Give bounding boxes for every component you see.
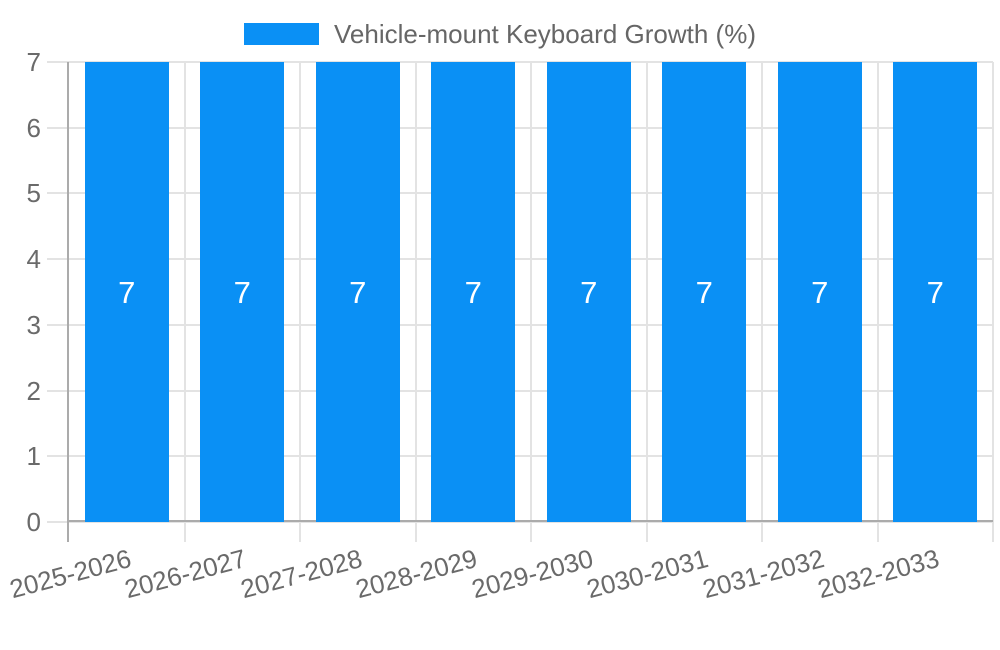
y-gridline (47, 455, 993, 458)
bar-value-label: 7 (926, 275, 944, 310)
x-gridline (183, 62, 186, 542)
bar-value-label: 7 (695, 275, 713, 310)
y-axis-tick-label: 0 (26, 507, 41, 537)
x-gridline (876, 62, 879, 542)
x-gridline (299, 62, 301, 542)
chart-legend[interactable]: Vehicle-mount Keyboard Growth (%) (0, 21, 1000, 47)
bar-2030-2031[interactable]: 7 (662, 62, 747, 522)
y-axis-line (67, 62, 69, 542)
legend-label: Vehicle-mount Keyboard Growth (%) (334, 19, 756, 49)
y-gridline (47, 61, 993, 63)
bar-2029-2030[interactable]: 7 (546, 62, 631, 522)
x-axis-line (69, 520, 993, 522)
y-axis-tick-label: 6 (26, 112, 41, 143)
y-axis-tick-label: 1 (26, 441, 41, 472)
x-gridline (414, 62, 417, 542)
y-gridline (47, 521, 993, 523)
x-gridline (645, 62, 648, 542)
plot-area: 0 1 2 3 4 5 6 7 7 7 7 7 7 7 7 7 2025-2026 2026-2027 2027-2… (6, 49, 994, 604)
bar-value-label: 7 (580, 275, 598, 310)
bar-value-label: 7 (233, 275, 251, 310)
bar-value-label: 7 (811, 275, 829, 310)
bar-value-label: 7 (349, 275, 367, 310)
y-gridline (47, 192, 993, 195)
bar-value-label: 7 (118, 275, 136, 310)
x-gridline (530, 62, 532, 542)
bar-2026-2027[interactable]: 7 (200, 62, 285, 522)
x-gridline (761, 62, 763, 542)
y-gridline (47, 389, 993, 392)
bar-2028-2029[interactable]: 7 (431, 62, 516, 522)
y-axis-tick-label: 3 (26, 309, 41, 340)
y-axis-tick-label: 4 (26, 244, 41, 275)
y-gridline (47, 126, 993, 129)
y-axis-tick-label: 7 (26, 47, 41, 77)
bar-chart: Vehicle-mount Keyboard Growth (%) 0 1 2 3 4 5… (0, 21, 1000, 605)
bar-value-label: 7 (464, 275, 482, 310)
bar-2031-2032[interactable]: 7 (777, 62, 862, 522)
y-axis-tick-label: 5 (26, 178, 41, 209)
bar-2032-2033[interactable]: 7 (893, 62, 978, 522)
x-gridline (992, 62, 994, 542)
legend-swatch (244, 23, 320, 45)
bar-2025-2026[interactable]: 7 (84, 62, 169, 522)
y-gridline (47, 323, 993, 326)
y-gridline (47, 258, 993, 261)
y-axis-tick-label: 2 (26, 375, 41, 406)
bar-2027-2028[interactable]: 7 (315, 62, 400, 522)
